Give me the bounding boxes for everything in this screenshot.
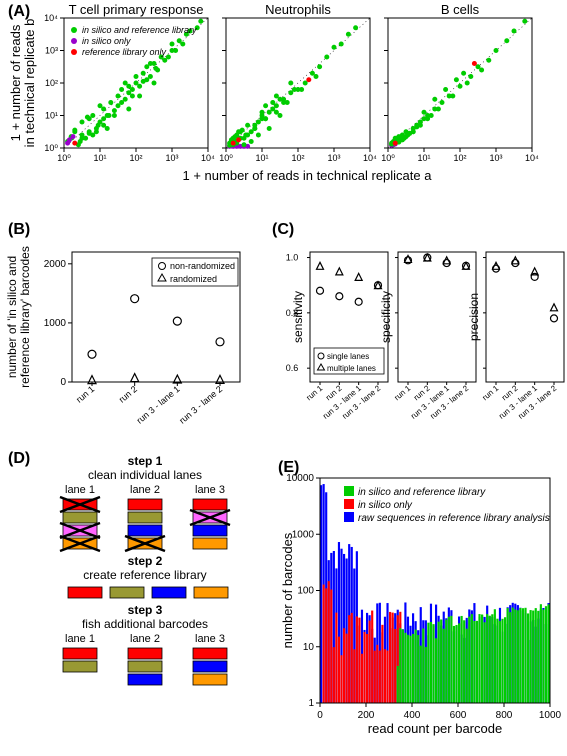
- svg-text:400: 400: [404, 710, 421, 721]
- svg-text:multiple lanes: multiple lanes: [327, 364, 376, 373]
- svg-text:reference library' barcodes: reference library' barcodes: [18, 246, 32, 388]
- svg-text:non-randomized: non-randomized: [170, 261, 235, 271]
- svg-text:(D): (D): [8, 450, 30, 467]
- svg-text:specificity: specificity: [379, 291, 393, 343]
- svg-text:run 1: run 1: [305, 383, 325, 402]
- svg-text:B cells: B cells: [441, 2, 480, 17]
- svg-text:0.8: 0.8: [286, 308, 299, 318]
- svg-text:number of barcodes: number of barcodes: [280, 532, 295, 648]
- svg-text:T cell primary response: T cell primary response: [69, 2, 204, 17]
- svg-text:in silico only: in silico only: [358, 500, 413, 511]
- svg-text:1000: 1000: [44, 318, 67, 329]
- svg-text:run 1: run 1: [393, 383, 413, 402]
- svg-text:10⁰: 10⁰: [57, 153, 71, 163]
- svg-text:run 2: run 2: [117, 384, 139, 405]
- svg-text:10: 10: [303, 642, 315, 653]
- svg-text:(A): (A): [8, 3, 30, 20]
- svg-text:raw sequences in reference lib: raw sequences in reference library analy…: [358, 513, 550, 524]
- svg-text:clean individual lanes: clean individual lanes: [88, 468, 202, 482]
- svg-text:in silico and reference librar: in silico and reference library: [82, 25, 197, 35]
- svg-text:10²: 10²: [453, 153, 466, 163]
- svg-text:1.0: 1.0: [286, 253, 299, 263]
- svg-text:10¹: 10¹: [93, 153, 106, 163]
- svg-text:run 1: run 1: [74, 384, 96, 405]
- figure-svg: (A) 1 + number of readsin technical repli…: [0, 0, 567, 751]
- svg-text:lane 3: lane 3: [195, 633, 225, 645]
- svg-text:10³: 10³: [327, 153, 340, 163]
- svg-text:800: 800: [496, 710, 513, 721]
- svg-text:1000: 1000: [292, 529, 315, 540]
- svg-text:10⁰: 10⁰: [381, 153, 395, 163]
- svg-text:10⁴: 10⁴: [363, 153, 377, 163]
- svg-text:randomized: randomized: [170, 274, 217, 284]
- svg-text:200: 200: [358, 710, 375, 721]
- svg-text:0.6: 0.6: [286, 363, 299, 373]
- svg-text:reference library only: reference library only: [82, 47, 167, 57]
- svg-text:run 3 - lane 1: run 3 - lane 1: [135, 384, 182, 426]
- svg-text:number of 'in silico and: number of 'in silico and: [5, 256, 19, 378]
- svg-text:in silico and reference librar: in silico and reference library: [358, 487, 486, 498]
- svg-text:lane 2: lane 2: [130, 633, 160, 645]
- svg-text:in technical replicate b: in technical replicate b: [22, 19, 37, 148]
- svg-text:0: 0: [317, 710, 323, 721]
- svg-text:1 + number of reads: 1 + number of reads: [8, 24, 23, 141]
- svg-text:0: 0: [60, 377, 66, 388]
- svg-text:10¹: 10¹: [45, 111, 58, 121]
- svg-text:10¹: 10¹: [417, 153, 430, 163]
- svg-text:precision: precision: [467, 293, 481, 341]
- svg-text:10⁴: 10⁴: [44, 13, 58, 23]
- svg-text:step 1: step 1: [128, 454, 163, 468]
- svg-text:10³: 10³: [45, 46, 58, 56]
- svg-text:10²: 10²: [45, 78, 58, 88]
- svg-text:1 + number of reads in technic: 1 + number of reads in technical replica…: [183, 168, 433, 183]
- svg-text:(C): (C): [272, 221, 294, 238]
- svg-text:10²: 10²: [291, 153, 304, 163]
- svg-text:in silico only: in silico only: [82, 36, 131, 46]
- svg-text:step 2: step 2: [128, 554, 163, 568]
- svg-text:10000: 10000: [286, 473, 314, 484]
- svg-text:lane 2: lane 2: [130, 484, 160, 496]
- svg-text:1: 1: [308, 698, 314, 709]
- svg-text:(B): (B): [8, 221, 30, 238]
- svg-text:lane 3: lane 3: [195, 484, 225, 496]
- svg-text:10⁰: 10⁰: [219, 153, 233, 163]
- svg-text:run 1: run 1: [481, 383, 501, 402]
- svg-text:run 3 - lane 2: run 3 - lane 2: [177, 384, 224, 426]
- svg-text:create reference library: create reference library: [83, 568, 206, 582]
- svg-text:step 3: step 3: [128, 603, 163, 617]
- svg-text:10¹: 10¹: [255, 153, 268, 163]
- svg-text:10⁴: 10⁴: [201, 153, 215, 163]
- svg-text:lane 1: lane 1: [65, 484, 95, 496]
- svg-text:Neutrophils: Neutrophils: [265, 2, 331, 17]
- svg-text:10³: 10³: [165, 153, 178, 163]
- svg-text:lane 1: lane 1: [65, 633, 95, 645]
- svg-text:1000: 1000: [539, 710, 562, 721]
- svg-text:10²: 10²: [129, 153, 142, 163]
- svg-text:10⁰: 10⁰: [44, 143, 58, 153]
- svg-text:read count per barcode: read count per barcode: [368, 721, 502, 736]
- svg-text:single lanes: single lanes: [327, 352, 369, 361]
- svg-text:2000: 2000: [44, 259, 67, 270]
- svg-text:10³: 10³: [489, 153, 502, 163]
- svg-text:fish additional barcodes: fish additional barcodes: [82, 617, 208, 631]
- svg-text:600: 600: [450, 710, 467, 721]
- svg-text:10⁴: 10⁴: [525, 153, 539, 163]
- svg-text:100: 100: [297, 586, 314, 597]
